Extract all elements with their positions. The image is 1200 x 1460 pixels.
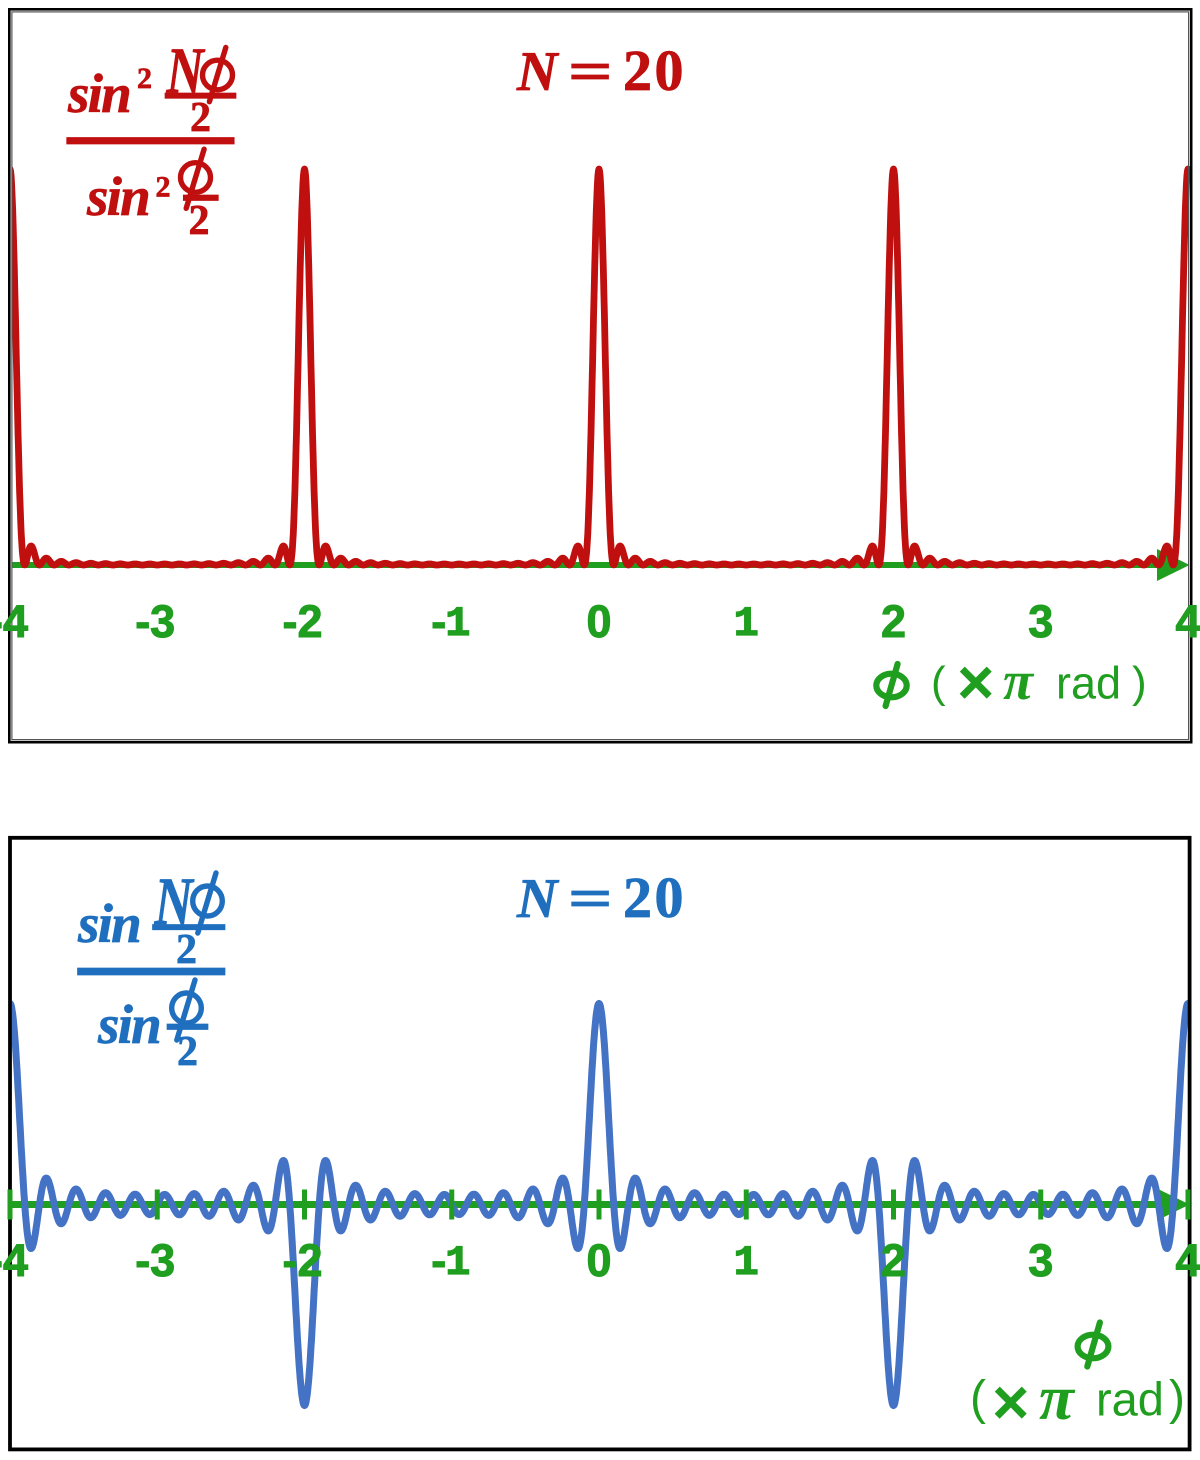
svg-text:1: 1: [445, 1239, 470, 1287]
svg-text:sin: sin: [77, 893, 140, 954]
svg-text:20: 20: [623, 38, 686, 103]
svg-text:2: 2: [156, 171, 171, 204]
svg-text:2: 2: [176, 927, 197, 973]
svg-text:N: N: [516, 41, 560, 103]
svg-text:=: =: [568, 867, 613, 929]
svg-text:×: ×: [957, 646, 994, 718]
svg-text:3: 3: [1028, 596, 1053, 647]
svg-text:-: -: [431, 1235, 446, 1286]
svg-text:): ): [1169, 1372, 1185, 1425]
svg-text:rad: rad: [1096, 1373, 1164, 1426]
svg-text:3: 3: [1028, 1235, 1053, 1286]
svg-text:1: 1: [445, 600, 470, 648]
svg-text:π: π: [1039, 1362, 1076, 1433]
svg-text:0: 0: [586, 1235, 611, 1286]
svg-text:): ): [1132, 658, 1147, 707]
svg-text:(: (: [931, 658, 946, 707]
svg-text:2: 2: [881, 1235, 906, 1286]
svg-text:rad: rad: [1056, 658, 1121, 709]
svg-text:-4: -4: [0, 1235, 28, 1286]
svg-text:2: 2: [137, 62, 152, 95]
svg-text:2: 2: [190, 95, 211, 141]
svg-text:1: 1: [734, 1239, 759, 1287]
svg-text:2: 2: [881, 596, 906, 647]
svg-text:sin: sin: [86, 166, 149, 227]
svg-text:-3: -3: [135, 1235, 175, 1286]
svg-text:0: 0: [586, 596, 611, 647]
svg-text:-2: -2: [282, 596, 322, 647]
svg-text:sin: sin: [97, 994, 160, 1055]
svg-text:4: 4: [1175, 1235, 1200, 1286]
svg-text:=: =: [568, 40, 613, 102]
svg-text:-4: -4: [0, 596, 28, 647]
svg-text:2: 2: [189, 198, 210, 244]
svg-text:N: N: [516, 868, 560, 930]
svg-text:4: 4: [1175, 596, 1200, 647]
svg-text:-2: -2: [282, 1235, 322, 1286]
svg-text:-: -: [431, 596, 446, 647]
svg-text:2: 2: [177, 1029, 198, 1075]
svg-text:×: ×: [992, 1366, 1029, 1438]
svg-text:1: 1: [734, 600, 759, 648]
svg-text:(: (: [970, 1372, 986, 1425]
svg-text:sin: sin: [67, 63, 130, 124]
svg-text:20: 20: [623, 865, 686, 930]
svg-text:-3: -3: [135, 596, 175, 647]
svg-text:π: π: [1003, 650, 1035, 711]
